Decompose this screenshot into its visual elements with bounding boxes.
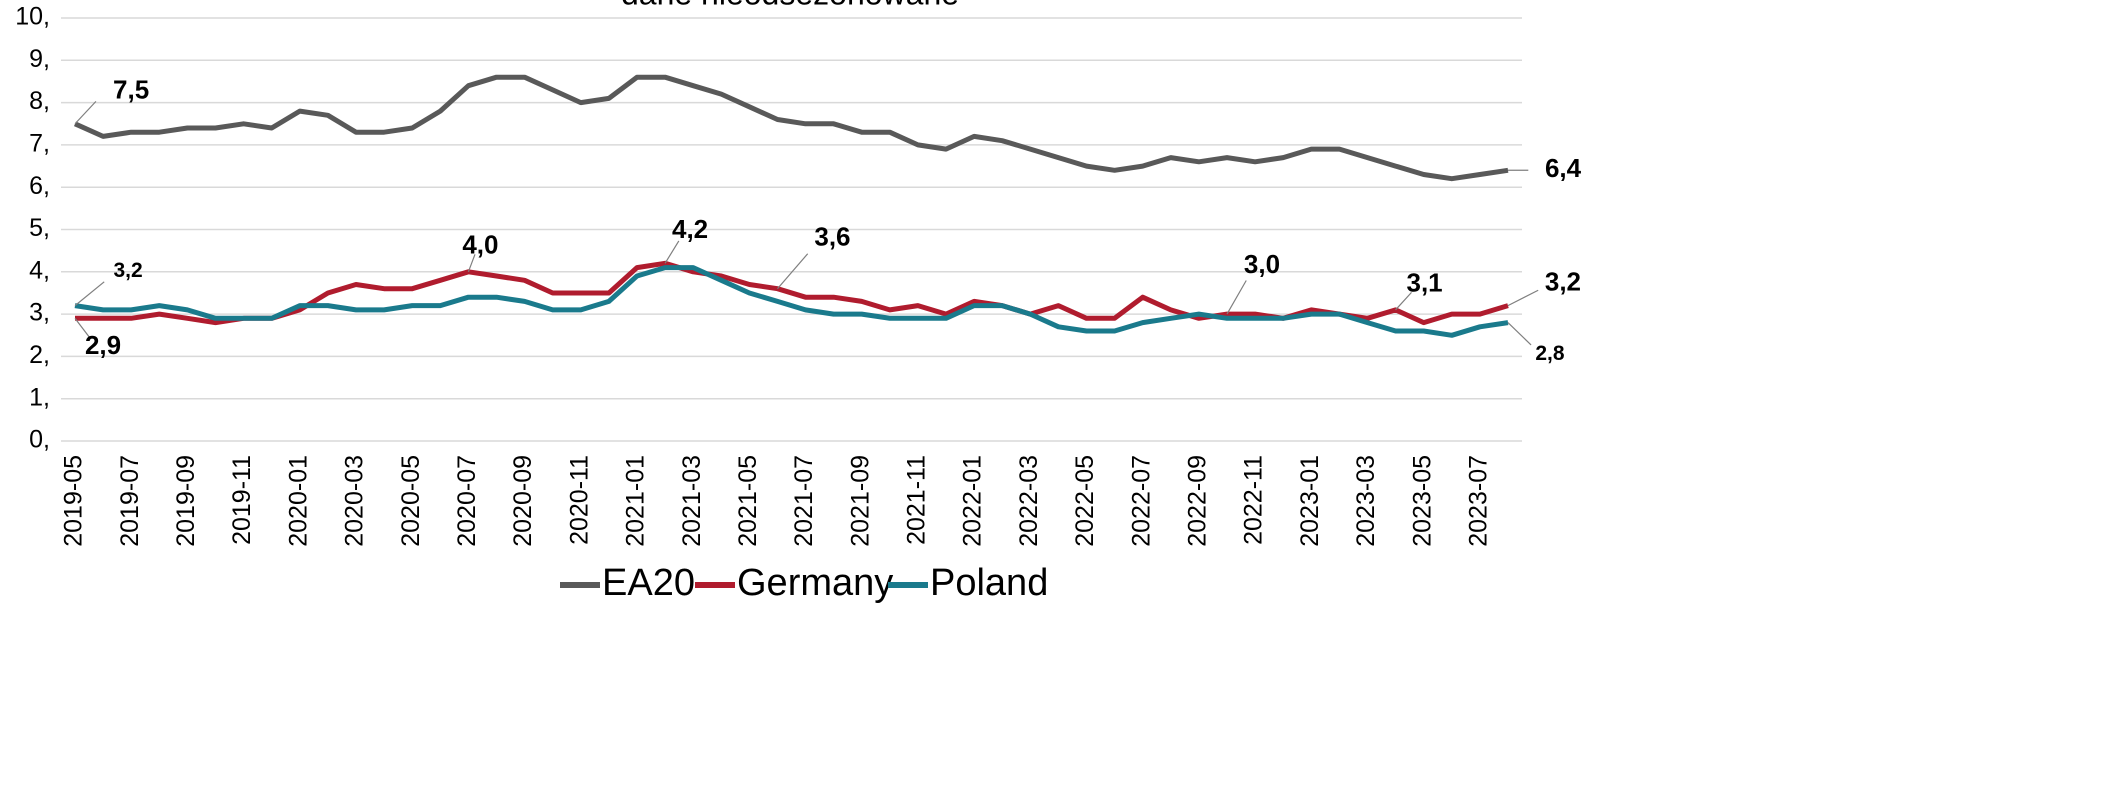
x-tick-label: 2023-05 <box>1408 455 1436 547</box>
leader-line <box>664 240 680 264</box>
x-tick-label: 2020-01 <box>284 455 312 547</box>
leader-line <box>1395 291 1412 311</box>
x-tick-label: 2019-07 <box>116 455 144 547</box>
legend-label: Poland <box>930 562 1048 604</box>
y-tick-label: 6, <box>29 172 50 200</box>
x-tick-label: 2023-01 <box>1296 455 1324 547</box>
x-tick-label: 2021-09 <box>846 455 874 547</box>
data-label: 7,5 <box>113 75 149 105</box>
y-tick-label: 4, <box>29 256 50 284</box>
x-tick-label: 2022-01 <box>959 455 987 547</box>
data-label: 3,2 <box>113 259 142 282</box>
x-tick-label: 2020-05 <box>397 455 425 547</box>
y-tick-label: 10, <box>15 3 50 31</box>
y-tick-label: 9, <box>29 45 50 73</box>
x-tick-label: 2022-11 <box>1240 455 1268 545</box>
x-tick-label: 2021-01 <box>622 455 650 547</box>
y-tick-label: 7, <box>29 130 50 158</box>
x-tick-label: 2021-03 <box>678 455 706 547</box>
x-tick-label: 2019-05 <box>60 455 88 547</box>
x-tick-label: 2021-11 <box>903 455 931 545</box>
x-tick-label: 2019-11 <box>228 455 256 545</box>
x-tick-label: 2022-03 <box>1015 455 1043 547</box>
leader-line <box>74 100 97 125</box>
series-line <box>74 265 1509 338</box>
y-tick-label: 5, <box>29 214 50 242</box>
x-tick-label: 2020-09 <box>509 455 537 547</box>
data-label: 4,0 <box>462 230 498 260</box>
y-tick-label: 3, <box>29 299 50 327</box>
x-tick-label: 2022-07 <box>1127 455 1155 547</box>
y-tick-label: 1, <box>29 383 50 411</box>
x-tick-label: 2020-11 <box>565 455 593 545</box>
data-label: 4,2 <box>672 214 708 244</box>
leader-line <box>1226 280 1247 315</box>
leader-line <box>1507 322 1532 346</box>
leader-line <box>776 253 809 290</box>
data-label: 3,1 <box>1406 268 1442 298</box>
data-label: 6,4 <box>1545 153 1582 183</box>
x-tick-label: 2022-05 <box>1071 455 1099 547</box>
series-line <box>73 74 1509 182</box>
y-tick-label: 2, <box>29 341 50 369</box>
data-label: 3,6 <box>814 222 850 252</box>
data-label: 2,9 <box>85 330 121 360</box>
x-tick-label: 2023-03 <box>1352 455 1380 547</box>
x-tick-label: 2021-07 <box>790 455 818 547</box>
x-tick-label: 2020-03 <box>341 455 369 547</box>
x-tick-label: 2021-05 <box>734 455 762 547</box>
legend-label: EA20 <box>602 562 695 604</box>
x-tick-label: 2022-09 <box>1184 455 1212 547</box>
legend-label: Germany <box>737 562 893 604</box>
leader-line <box>74 317 91 339</box>
chart-title: dane nieodsezonowane <box>621 0 959 11</box>
data-label: 3,0 <box>1244 249 1280 279</box>
data-label: 3,2 <box>1545 267 1581 297</box>
y-tick-label: 8, <box>29 87 50 115</box>
x-tick-label: 2020-07 <box>453 455 481 547</box>
x-tick-label: 2023-07 <box>1464 455 1492 547</box>
leader-line <box>74 281 105 307</box>
y-tick-label: 0, <box>29 426 50 454</box>
data-label: 2,8 <box>1535 342 1565 365</box>
x-tick-label: 2019-09 <box>172 455 200 547</box>
leader-line <box>467 254 476 273</box>
leader-line <box>1507 289 1539 307</box>
